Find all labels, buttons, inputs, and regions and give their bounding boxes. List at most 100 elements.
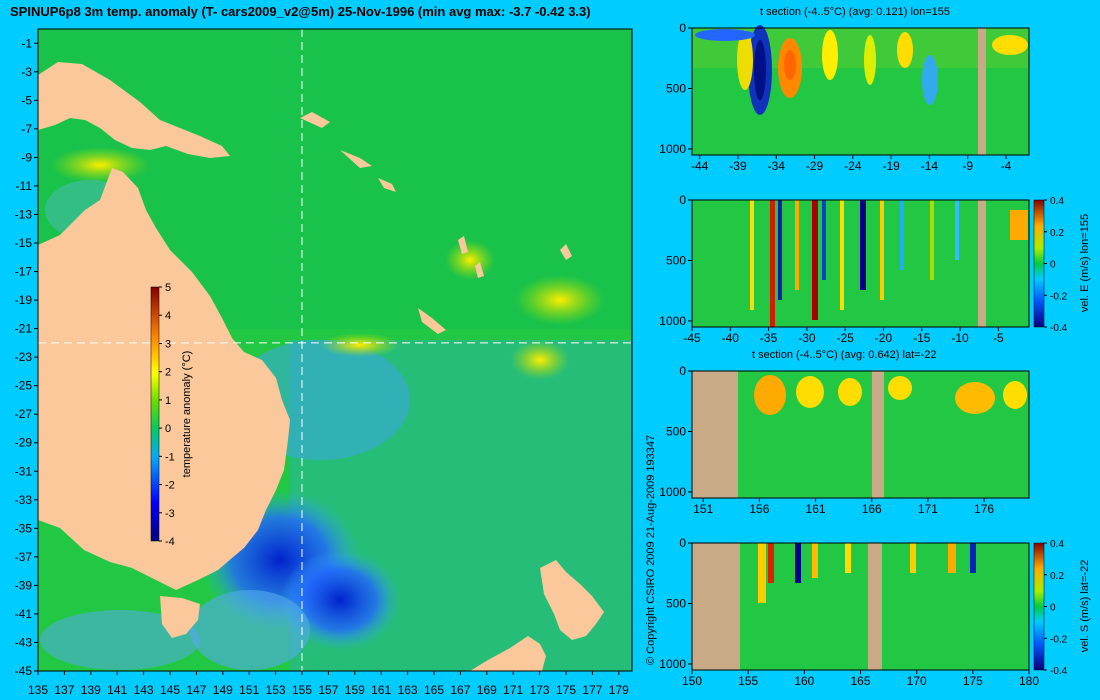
sec4-land-west [692,543,740,670]
vel-s-section-lat-22: 150 155 160 165 170 175 180 0 500 1000 0.4 0.2 0 -0… [659,536,1091,688]
t-section-lat-22: 151 156 161 166 171 176 0 500 1000 [659,364,1030,516]
sec1-frame [691,27,1030,156]
island-c [378,178,396,192]
sec2-frame [691,199,1030,328]
sec2-x-tick-label: -15 [913,331,931,345]
sec3-y-tick-label: 0 [679,364,686,378]
sec1-x-tick-label: -24 [844,159,862,173]
map-warm-eddy-3 [510,340,570,380]
sec3-x-tick-label: 161 [806,502,826,516]
sec1-warm-3 [737,30,753,90]
map-x-tick-label: 155 [292,683,312,697]
sec2-x-tick-label: -30 [798,331,816,345]
sec1-warm-6 [897,32,913,68]
sec3-x-tick-label: 176 [974,502,994,516]
nz-south-island [470,636,546,671]
sec2-colorbar-ticks: 0.4 0.2 0 -0.2 -0.4 [1044,196,1068,334]
sec2-y-tick-label: 0 [679,193,686,207]
sec1-x-tick-label: -39 [729,159,747,173]
map-x-tick-label: 171 [503,683,523,697]
sec1-warm-5 [864,35,876,85]
sec2-stripe-f [822,200,826,280]
sec1-y-tick-label: 500 [666,81,686,95]
sec1-warm-7 [992,35,1028,55]
map-colorbar-tick-label: 1 [165,395,171,407]
sec3-frame [691,370,1030,499]
map-y-tick-label: -35 [15,521,33,535]
sec3-warm-6 [1003,381,1027,409]
map-y-tick-label: -41 [15,607,33,621]
sec1-x-tick-label: -19 [882,159,900,173]
map-y-tick-label: -21 [15,322,33,336]
island-a [300,112,330,128]
australia-land [38,168,290,590]
map-colorbar-tick-label: -1 [165,451,175,463]
map-x-tick-label: 157 [318,683,338,697]
sec2-colorbar-label: vel. E (m/s) lon=155 [1079,214,1091,312]
map-x-tick-label: 149 [213,683,233,697]
tasmania-land [160,596,200,638]
sec2-x-tick-label: -20 [875,331,893,345]
sec2-y-tick-label: 1000 [659,314,686,328]
sec2-stripe-m [1010,210,1028,240]
sec2-x-tick-label: -40 [722,331,740,345]
sec2-colorbar-tick-label: 0.2 [1050,228,1064,239]
sec2-y-tick-label: 500 [666,253,686,267]
map-y-tick-label: -33 [15,493,33,507]
sec3-land-west [692,371,738,498]
sec3-warm-5 [955,382,995,414]
map-colorbar-tick-label: 4 [165,310,171,322]
sec4-y-tick-label: 1000 [659,657,686,671]
map-colorbar-tick-label: -2 [165,480,175,492]
section-3-title: t section (-4..5°C) (avg: 0.642) lat=-22 [752,349,937,361]
map-x-tick-label: 153 [266,683,286,697]
sec4-x-ticks: 150 155 160 165 170 175 180 [682,670,1039,688]
sec3-y-ticks: 0 500 1000 [659,364,692,499]
map-y-tick-label: -23 [15,350,33,364]
sec1-x-tick-label: -4 [1001,159,1012,173]
sec2-stripe-i [880,200,884,300]
sec3-x-ticks: 151 156 161 166 171 176 [693,498,994,516]
map-y-tick-label: -13 [15,207,33,221]
sec2-stripe-g [840,200,844,310]
sec3-warm-2 [796,376,824,408]
sec1-y-tick-label: 0 [679,21,686,35]
map-warm-eddy-5 [445,240,495,280]
map-x-ticks: 135 137 139 141 143 145 147 149 151 153 155 157 159 1… [28,671,629,697]
map-x-tick-label: 163 [398,683,418,697]
map-frame [37,28,633,672]
sec2-x-tick-label: -10 [951,331,969,345]
map-y-tick-label: -31 [15,464,33,478]
map-colorbar-tick-label: 3 [165,338,171,350]
map-x-tick-label: 173 [530,683,550,697]
sec4-field [692,543,1029,670]
map-y-tick-label: -39 [15,578,33,592]
sec4-colorbar-tick-label: -0.4 [1050,666,1068,677]
sec2-x-ticks: -45 -40 -35 -30 -25 -20 -15 -10 -5 [683,327,1004,345]
sec3-x-tick-label: 171 [918,502,938,516]
map-x-tick-label: 167 [450,683,470,697]
map-x-tick-label: 161 [371,683,391,697]
sec4-colorbar-tick-label: 0.4 [1050,539,1064,550]
sec2-colorbar-tick-label: 0.4 [1050,196,1064,207]
map-y-tick-label: -7 [21,122,32,136]
map-x-tick-label: 147 [186,683,206,697]
sec2-colorbar-tick-label: -0.2 [1050,291,1068,302]
sec4-colorbar-label: vel. S (m/s) lat=-22 [1079,560,1091,653]
sec1-x-tick-label: -29 [806,159,824,173]
sec4-y-tick-label: 0 [679,536,686,550]
new-caledonia-land [418,308,446,334]
sec1-land [978,28,986,155]
map-warm-eddy-4 [50,147,150,183]
map-y-tick-label: -19 [15,293,33,307]
sec4-colorbar [1033,542,1045,671]
map-x-tick-label: 177 [582,683,602,697]
sec2-stripe-h [860,200,866,290]
sec4-land-mid [868,543,882,670]
map-colorbar-label: temperature anomaly (°C) [181,351,193,478]
map-x-tick-label: 151 [239,683,259,697]
map-x-tick-label: 135 [28,683,48,697]
sec1-y-tick-label: 1000 [659,142,686,156]
